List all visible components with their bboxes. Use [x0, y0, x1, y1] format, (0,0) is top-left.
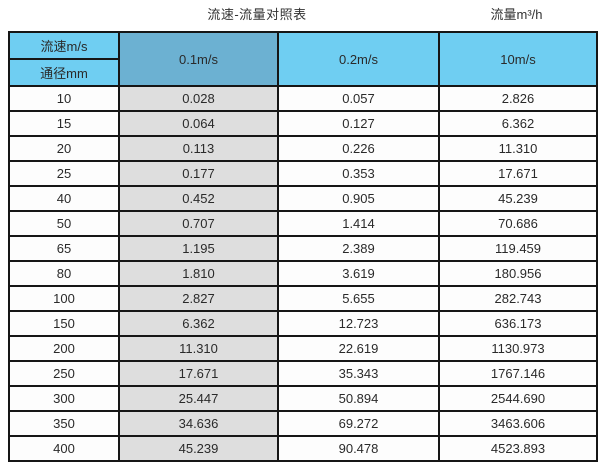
page-title: 流速-流量对照表 [207, 7, 307, 22]
diameter-cell: 50 [8, 210, 120, 237]
table-row: 15 0.064 0.127 6.362 [8, 110, 598, 137]
table-row: 400 45.239 90.478 4523.893 [8, 435, 598, 462]
table-row: 250 17.671 35.343 1767.146 [8, 360, 598, 387]
flow-value-cell: 0.028 [118, 85, 279, 112]
flow-value-cell: 180.956 [438, 260, 598, 287]
flow-value-cell: 2544.690 [438, 385, 598, 412]
flow-value-cell: 1.414 [277, 210, 440, 237]
flow-value-cell: 90.478 [277, 435, 440, 462]
flow-value-cell: 1130.973 [438, 335, 598, 362]
velocity-column-header-0-1: 0.1m/s [118, 31, 279, 87]
flow-value-cell: 12.723 [277, 310, 440, 337]
header-row-bottom: 通径mm [8, 58, 597, 87]
flow-value-cell: 6.362 [438, 110, 598, 137]
diameter-cell: 200 [8, 335, 120, 362]
flow-value-cell: 34.636 [118, 410, 279, 437]
flow-value-cell: 3.619 [277, 260, 440, 287]
flow-value-cell: 0.113 [118, 135, 279, 162]
table-row: 300 25.447 50.894 2544.690 [8, 385, 598, 412]
flow-value-cell: 282.743 [438, 285, 598, 312]
table-row: 150 6.362 12.723 636.173 [8, 310, 598, 337]
flow-value-cell: 3463.606 [438, 410, 598, 437]
flow-value-cell: 6.362 [118, 310, 279, 337]
flow-value-cell: 35.343 [277, 360, 440, 387]
flow-value-cell: 17.671 [438, 160, 598, 187]
flow-value-cell: 0.452 [118, 185, 279, 212]
diameter-cell: 10 [8, 85, 120, 112]
flow-value-cell: 50.894 [277, 385, 440, 412]
flow-value-cell: 636.173 [438, 310, 598, 337]
velocity-column-header-0-2: 0.2m/s [277, 31, 440, 87]
flow-unit-label: 流量m³/h [490, 7, 543, 22]
flow-rate-table: 流速m/s 0.1m/s 0.2m/s 10m/s 通径mm 10 0.028 … [8, 31, 598, 462]
table-row: 200 11.310 22.619 1130.973 [8, 335, 598, 362]
diameter-cell: 400 [8, 435, 120, 462]
diameter-cell: 150 [8, 310, 120, 337]
flow-value-cell: 22.619 [277, 335, 440, 362]
diameter-cell: 25 [8, 160, 120, 187]
flow-value-cell: 11.310 [118, 335, 279, 362]
diameter-cell: 15 [8, 110, 120, 137]
table-row: 50 0.707 1.414 70.686 [8, 210, 598, 237]
flow-value-cell: 0.707 [118, 210, 279, 237]
table-row: 350 34.636 69.272 3463.606 [8, 410, 598, 437]
table-row: 20 0.113 0.226 11.310 [8, 135, 598, 162]
table-row: 10 0.028 0.057 2.826 [8, 85, 598, 112]
table-row: 100 2.827 5.655 282.743 [8, 285, 598, 312]
diameter-cell: 100 [8, 285, 120, 312]
flow-value-cell: 2.826 [438, 85, 598, 112]
flow-value-cell: 45.239 [118, 435, 279, 462]
flow-value-cell: 17.671 [118, 360, 279, 387]
flow-value-cell: 4523.893 [438, 435, 598, 462]
corner-diameter-label: 通径mm [8, 58, 120, 87]
flow-value-cell: 0.353 [277, 160, 440, 187]
diameter-cell: 300 [8, 385, 120, 412]
flow-value-cell: 1.195 [118, 235, 279, 262]
diameter-cell: 20 [8, 135, 120, 162]
corner-velocity-label: 流速m/s [8, 31, 120, 60]
flow-value-cell: 5.655 [277, 285, 440, 312]
flow-value-cell: 1767.146 [438, 360, 598, 387]
flow-value-cell: 69.272 [277, 410, 440, 437]
flow-value-cell: 0.057 [277, 85, 440, 112]
diameter-cell: 65 [8, 235, 120, 262]
flow-value-cell: 45.239 [438, 185, 598, 212]
flow-value-cell: 2.827 [118, 285, 279, 312]
header-row-top: 流速m/s 0.1m/s 0.2m/s 10m/s [8, 31, 598, 87]
flow-value-cell: 25.447 [118, 385, 279, 412]
flow-value-cell: 11.310 [438, 135, 598, 162]
flow-value-cell: 2.389 [277, 235, 440, 262]
flow-value-cell: 0.177 [118, 160, 279, 187]
table-row: 80 1.810 3.619 180.956 [8, 260, 598, 287]
diameter-cell: 80 [8, 260, 120, 287]
flow-value-cell: 1.810 [118, 260, 279, 287]
diameter-cell: 40 [8, 185, 120, 212]
flow-value-cell: 119.459 [438, 235, 598, 262]
flow-value-cell: 0.127 [277, 110, 440, 137]
flow-value-cell: 0.064 [118, 110, 279, 137]
table-row: 25 0.177 0.353 17.671 [8, 160, 598, 187]
diameter-cell: 250 [8, 360, 120, 387]
velocity-column-header-10: 10m/s [438, 31, 598, 87]
flow-value-cell: 0.226 [277, 135, 440, 162]
table-row: 40 0.452 0.905 45.239 [8, 185, 598, 212]
flow-value-cell: 0.905 [277, 185, 440, 212]
table-row: 65 1.195 2.389 119.459 [8, 235, 598, 262]
diameter-cell: 350 [8, 410, 120, 437]
flow-value-cell: 70.686 [438, 210, 598, 237]
